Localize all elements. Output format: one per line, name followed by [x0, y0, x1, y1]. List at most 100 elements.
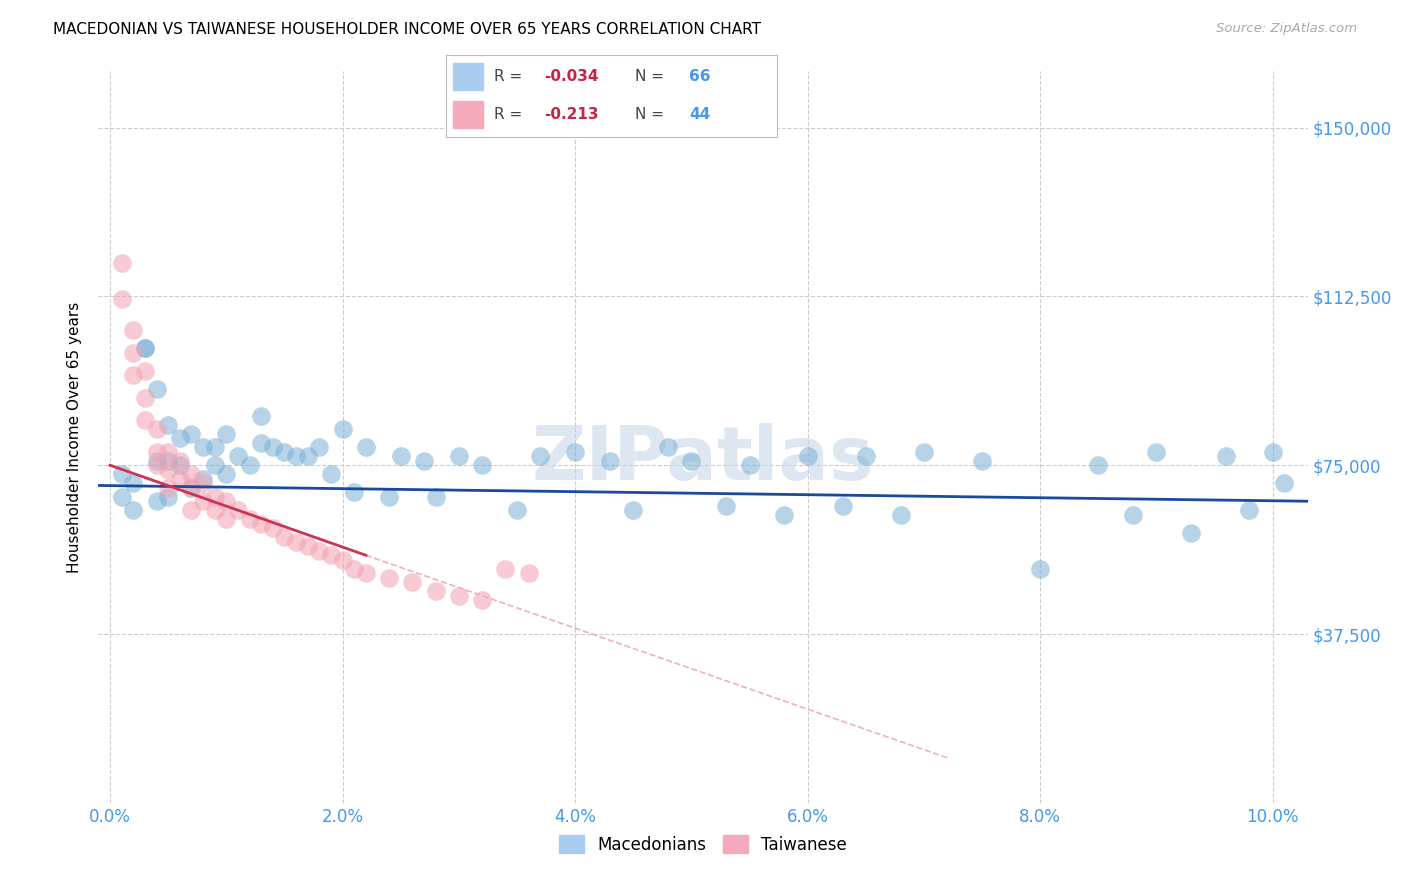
- Point: [262, 440, 284, 454]
- Point: [250, 516, 273, 531]
- Point: [204, 503, 226, 517]
- Point: [180, 426, 202, 441]
- Point: [471, 458, 494, 473]
- Point: [332, 553, 354, 567]
- Point: [517, 566, 540, 581]
- Point: [134, 364, 156, 378]
- Point: [145, 453, 167, 467]
- Point: [111, 292, 134, 306]
- Point: [1272, 476, 1295, 491]
- Point: [1239, 503, 1261, 517]
- Point: [738, 458, 761, 473]
- Text: MACEDONIAN VS TAIWANESE HOUSEHOLDER INCOME OVER 65 YEARS CORRELATION CHART: MACEDONIAN VS TAIWANESE HOUSEHOLDER INCO…: [53, 22, 762, 37]
- Point: [657, 440, 679, 454]
- Point: [191, 494, 214, 508]
- Text: -0.213: -0.213: [544, 107, 599, 122]
- Text: 66: 66: [689, 69, 710, 84]
- Point: [204, 490, 226, 504]
- Point: [111, 255, 134, 269]
- Point: [1029, 562, 1052, 576]
- Point: [239, 458, 262, 473]
- Point: [134, 413, 156, 427]
- Point: [471, 593, 494, 607]
- Point: [308, 440, 330, 454]
- Text: N =: N =: [636, 69, 669, 84]
- FancyBboxPatch shape: [446, 55, 778, 136]
- Point: [354, 440, 377, 454]
- Point: [262, 521, 284, 535]
- Point: [1144, 444, 1167, 458]
- Point: [564, 444, 586, 458]
- Y-axis label: Householder Income Over 65 years: Householder Income Over 65 years: [67, 301, 83, 573]
- Point: [332, 422, 354, 436]
- Point: [169, 472, 191, 486]
- Text: N =: N =: [636, 107, 669, 122]
- Point: [122, 345, 145, 359]
- Point: [157, 481, 180, 495]
- Point: [343, 562, 366, 576]
- Point: [122, 503, 145, 517]
- FancyBboxPatch shape: [453, 101, 484, 128]
- Point: [111, 490, 134, 504]
- Point: [204, 440, 226, 454]
- Point: [285, 449, 308, 463]
- Point: [343, 485, 366, 500]
- Point: [134, 341, 156, 355]
- Point: [157, 490, 180, 504]
- Point: [354, 566, 377, 581]
- Point: [169, 431, 191, 445]
- Point: [285, 534, 308, 549]
- Point: [204, 458, 226, 473]
- Legend: Macedonians, Taiwanese: Macedonians, Taiwanese: [553, 829, 853, 860]
- Point: [145, 422, 167, 436]
- Point: [378, 571, 401, 585]
- Point: [157, 453, 180, 467]
- Point: [494, 562, 516, 576]
- Point: [447, 449, 470, 463]
- Text: ZIPatlas: ZIPatlas: [531, 423, 875, 496]
- Point: [145, 444, 167, 458]
- Point: [180, 503, 202, 517]
- Point: [319, 548, 342, 562]
- Point: [621, 503, 644, 517]
- Point: [1122, 508, 1144, 522]
- Point: [226, 449, 249, 463]
- Point: [308, 543, 330, 558]
- Point: [122, 323, 145, 337]
- Point: [145, 382, 167, 396]
- Point: [529, 449, 551, 463]
- Point: [716, 499, 738, 513]
- Point: [122, 368, 145, 383]
- Point: [180, 481, 202, 495]
- Point: [378, 490, 401, 504]
- Point: [157, 417, 180, 432]
- Point: [297, 449, 319, 463]
- Point: [226, 503, 249, 517]
- Point: [273, 530, 295, 544]
- Point: [122, 476, 145, 491]
- Point: [831, 499, 853, 513]
- Point: [215, 512, 238, 526]
- Point: [413, 453, 436, 467]
- Point: [425, 584, 447, 599]
- Point: [157, 463, 180, 477]
- Point: [1215, 449, 1237, 463]
- Point: [239, 512, 262, 526]
- Point: [506, 503, 529, 517]
- Point: [773, 508, 796, 522]
- Text: R =: R =: [494, 107, 527, 122]
- Point: [855, 449, 877, 463]
- Point: [401, 575, 423, 590]
- Point: [425, 490, 447, 504]
- Text: Source: ZipAtlas.com: Source: ZipAtlas.com: [1216, 22, 1357, 36]
- Point: [157, 444, 180, 458]
- Point: [319, 467, 342, 482]
- Point: [389, 449, 412, 463]
- Point: [145, 494, 167, 508]
- Point: [191, 476, 214, 491]
- Point: [970, 453, 993, 467]
- Point: [890, 508, 912, 522]
- Point: [250, 435, 273, 450]
- Point: [912, 444, 935, 458]
- Point: [273, 444, 295, 458]
